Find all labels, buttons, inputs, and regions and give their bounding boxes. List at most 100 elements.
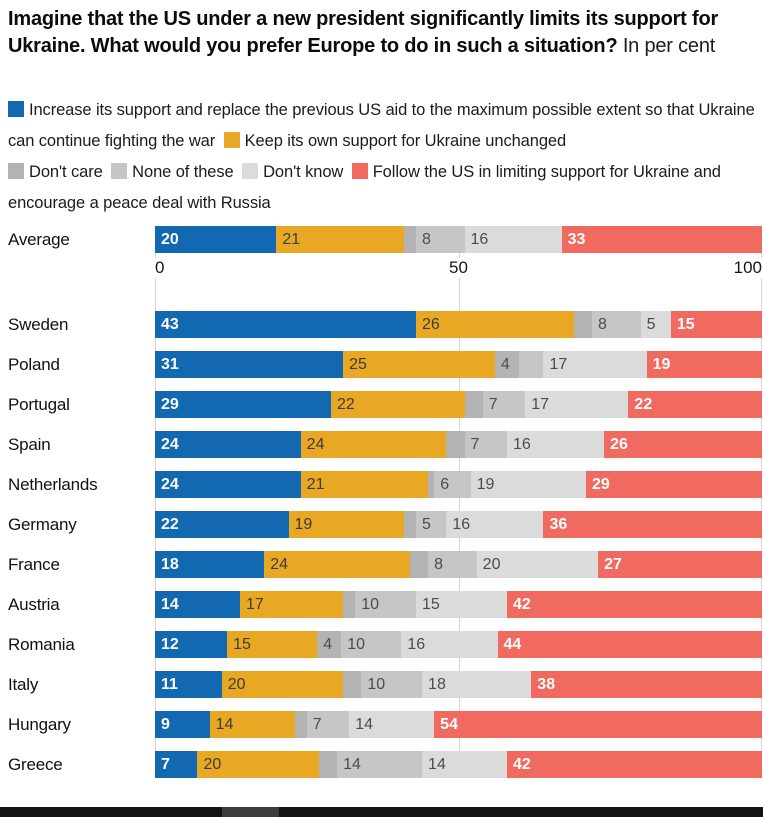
segment-none-of-these: 6 <box>434 471 471 498</box>
segment-increase-support: 31 <box>155 351 344 378</box>
bar-value-label: 14 <box>161 596 179 613</box>
segment-dont-care: 4 <box>317 631 342 658</box>
row-label-romania: Romania <box>8 634 75 654</box>
bar-value-label: 12 <box>161 636 179 653</box>
segment-keep-support: 15 <box>227 631 318 658</box>
row-label-netherlands: Netherlands <box>8 474 98 494</box>
stacked-bar: 29 22 7 17 22 <box>155 391 762 418</box>
segment-increase-support: 29 <box>155 391 332 418</box>
stacked-bar: 43 26 8 5 15 <box>155 311 762 338</box>
legend-item-dont-know: Don't know <box>242 163 343 181</box>
bar-row-germany: Germany 22 19 5 16 36 <box>0 511 763 538</box>
segment-dont-care <box>573 311 593 338</box>
bar-value-label: 17 <box>245 596 264 613</box>
row-label-greece: Greece <box>8 754 63 774</box>
row-label-hungary: Hungary <box>8 714 71 734</box>
dont-know-swatch <box>242 163 259 179</box>
segment-dont-know: 16 <box>464 226 562 253</box>
bar-row-poland: Poland 31 25 4 17 19 <box>0 351 763 378</box>
row-label-spain: Spain <box>8 434 51 454</box>
bar-value-label: 27 <box>604 556 622 573</box>
bar-value-label: 22 <box>161 516 179 533</box>
segment-dont-know: 16 <box>507 431 605 458</box>
page-title: Imagine that the US under a new presiden… <box>8 0 755 60</box>
segment-dont-care <box>343 591 356 618</box>
legend-label-follow-us: Follow the US in limiting support for Uk… <box>8 163 721 212</box>
bar-value-label: 14 <box>428 756 446 773</box>
bar-value-label: 38 <box>537 676 556 693</box>
bar-value-label: 7 <box>161 756 170 773</box>
stacked-bar: 7 20 14 14 42 <box>155 751 762 778</box>
bar-value-label: 21 <box>282 231 301 248</box>
segment-dont-care <box>403 226 416 253</box>
segment-dont-know: 18 <box>422 671 532 698</box>
bar-value-label: 4 <box>500 356 510 373</box>
segment-none-of-these: 8 <box>428 551 477 578</box>
segment-increase-support: 12 <box>155 631 228 658</box>
bar-row-italy: Italy 11 20 10 18 38 <box>0 671 763 698</box>
segment-keep-support: 24 <box>300 431 447 458</box>
stacked-bar: 31 25 4 17 19 <box>155 351 762 378</box>
segment-keep-support: 19 <box>288 511 404 538</box>
bar-value-label: 20 <box>482 556 501 573</box>
bar-value-label: 24 <box>306 436 325 453</box>
segment-increase-support: 24 <box>155 471 301 498</box>
bar-value-label: 8 <box>598 316 607 333</box>
x-axis: 0 50 100 <box>153 258 763 280</box>
segment-dont-care <box>464 391 483 418</box>
country-rows: Sweden 43 26 8 5 15 Poland 31 25 4 17 19 Portugal 29 2… <box>0 311 763 778</box>
dont-care-swatch <box>8 163 24 179</box>
segment-none-of-these: 14 <box>337 751 423 778</box>
bar-value-label: 16 <box>470 231 489 248</box>
axis-tick-100: 100 <box>731 258 763 278</box>
bar-value-label: 29 <box>161 396 179 413</box>
segment-increase-support: 11 <box>155 671 222 698</box>
bar-value-label: 9 <box>161 716 170 733</box>
bar-row-portugal: Portugal 29 22 7 17 22 <box>0 391 763 418</box>
segment-dont-know: 19 <box>470 471 586 498</box>
legend-item-none-of-these: None of these <box>111 163 234 181</box>
bar-value-label: 20 <box>161 231 179 248</box>
gridline-100 <box>761 226 762 778</box>
segment-follow-us: 44 <box>497 631 762 658</box>
segment-follow-us: 33 <box>561 226 762 253</box>
segment-dont-care <box>318 751 338 778</box>
segment-follow-us: 29 <box>585 471 762 498</box>
gridline-0 <box>155 226 156 778</box>
segment-keep-support: 22 <box>331 391 465 418</box>
segment-increase-support: 9 <box>155 711 210 738</box>
bar-value-label: 19 <box>476 476 495 493</box>
bar-value-label: 16 <box>407 636 426 653</box>
legend-item-increase-support: Increase its support and replace the pre… <box>8 101 755 150</box>
stacked-bar: 14 17 10 15 42 <box>155 591 762 618</box>
bar-value-label: 10 <box>367 676 386 693</box>
bar-row-romania: Romania 12 15 4 10 16 44 <box>0 631 763 658</box>
scrollbar-thumb[interactable] <box>222 807 279 817</box>
gridline-50 <box>458 226 460 778</box>
segment-keep-support: 25 <box>343 351 495 378</box>
segment-dont-know: 20 <box>476 551 599 578</box>
bar-value-label: 8 <box>421 231 431 248</box>
bar-value-label: 15 <box>233 636 251 653</box>
axis-tick-50: 50 <box>447 258 470 278</box>
bar-value-label: 10 <box>347 636 366 653</box>
segment-none-of-these: 5 <box>415 511 447 538</box>
stacked-bar: 24 21 6 19 29 <box>155 471 762 498</box>
increase-support-swatch <box>8 101 24 117</box>
bottom-scrollbar-track[interactable] <box>0 807 763 817</box>
bar-value-label: 14 <box>343 756 361 773</box>
keep-support-swatch <box>223 132 240 148</box>
row-label-italy: Italy <box>8 674 39 694</box>
segment-follow-us: 36 <box>543 511 762 538</box>
segment-dont-care <box>409 551 429 578</box>
segment-none-of-these: 10 <box>355 591 416 618</box>
units-subtitle: In per cent <box>622 35 716 57</box>
bar-value-label: 16 <box>513 436 531 453</box>
segment-dont-know: 14 <box>422 751 508 778</box>
gridlines <box>155 226 762 778</box>
bar-value-label: 15 <box>421 596 440 613</box>
segment-follow-us: 22 <box>628 391 762 418</box>
segment-keep-support: 24 <box>264 551 410 578</box>
bar-value-label: 42 <box>513 596 531 613</box>
